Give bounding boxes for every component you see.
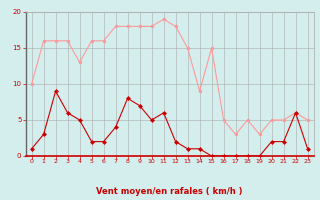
Text: Vent moyen/en rafales ( km/h ): Vent moyen/en rafales ( km/h ) [96, 187, 243, 196]
